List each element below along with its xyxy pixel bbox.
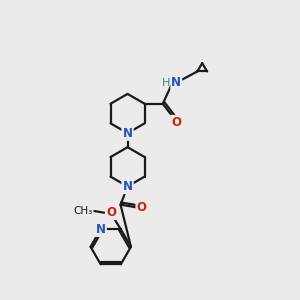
Text: O: O (106, 206, 116, 219)
Text: N: N (171, 76, 181, 89)
Text: CH₃: CH₃ (74, 206, 93, 216)
Text: N: N (123, 180, 133, 193)
Text: O: O (171, 116, 181, 129)
Text: N: N (123, 127, 133, 140)
Text: H: H (162, 78, 170, 88)
Text: O: O (136, 201, 147, 214)
Text: N: N (96, 223, 106, 236)
